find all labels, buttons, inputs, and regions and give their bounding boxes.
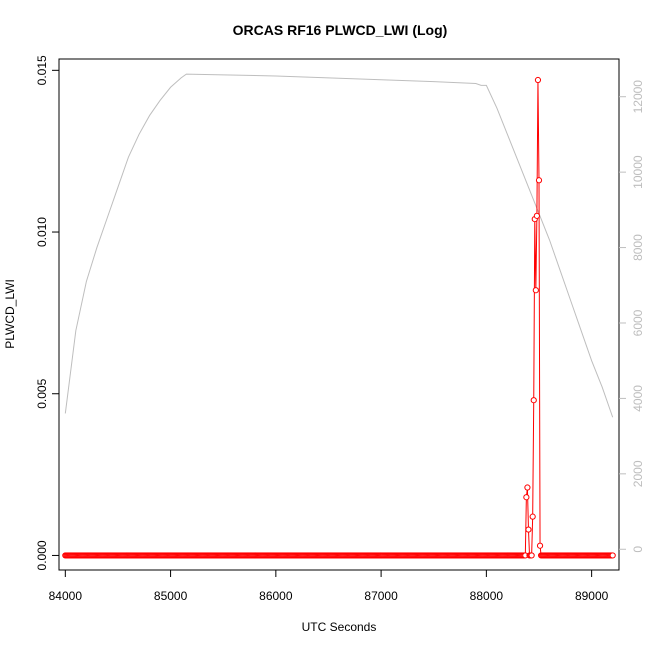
y2-tick-label: 12000 [631,80,645,114]
plot-area-border [58,58,620,571]
data-point [609,552,616,559]
data-point [534,76,542,84]
y2-tick-label: 8000 [631,234,645,261]
y-axis: 0.000 0.005 0.010 0.015 [35,55,59,570]
y-tick-label: 0.010 [35,217,49,247]
series-lines [64,73,614,556]
y2-tick-label: 10000 [631,155,645,189]
data-point [529,513,536,520]
data-point [533,212,540,219]
series-points [62,76,616,559]
y2-tick-label: 4000 [631,385,645,412]
data-point [536,542,544,549]
data-point [535,177,543,184]
y2-tick-label: 6000 [631,309,645,336]
x-tick-label: 89000 [575,589,609,603]
data-point [532,287,539,294]
y-tick-label: 0.000 [35,540,49,570]
y-axis-label: PLWCD_LWI [3,279,17,349]
data-point [524,484,531,491]
x-axis: 84000 85000 86000 87000 88000 89000 [49,569,609,603]
data-point [523,494,530,501]
chart-title: ORCAS RF16 PLWCD_LWI (Log) [233,22,448,38]
data-point [528,552,535,559]
x-tick-label: 84000 [49,589,83,603]
y2-axis: 0 2000 4000 6000 8000 10000 12000 [619,80,645,553]
y2-tick-label: 0 [631,546,645,553]
data-point [525,526,532,533]
x-tick-label: 85000 [154,589,188,603]
x-tick-label: 86000 [259,589,293,603]
y-tick-label: 0.015 [35,55,49,85]
data-point [530,397,537,404]
y2-tick-label: 2000 [631,460,645,487]
x-tick-label: 87000 [364,589,398,603]
x-tick-label: 88000 [470,589,504,603]
series-line-main [65,80,613,556]
x-axis-label: UTC Seconds [302,620,377,634]
series-line-secondary [64,73,614,418]
y-tick-label: 0.005 [35,378,49,408]
